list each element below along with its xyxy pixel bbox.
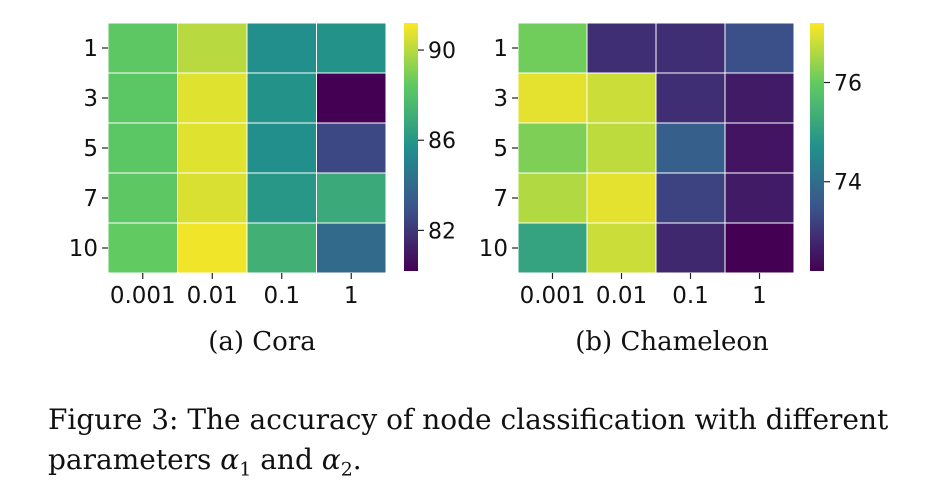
y-tick-label: 10 (69, 236, 98, 262)
heatmap-cell-r4-c2 (246, 222, 317, 274)
heatmap-cell-r2-c3 (724, 122, 795, 174)
heatmap-cell-r4-c0 (517, 222, 588, 274)
heatmap-cell-r2-c2 (246, 122, 317, 174)
y-tick-label: 10 (479, 236, 508, 262)
cora-heatmap: 1 3 5 7 10 0.001 0.01 0.1 1 82 86 90 (a) Cora (69, 22, 456, 357)
heatmap-cell-r4-c2 (655, 222, 726, 274)
x-tick-label: 0.01 (187, 283, 238, 309)
heatmap-cell-r0-c3 (316, 22, 387, 74)
heatmap-cell-r1-c1 (177, 72, 248, 124)
heatmap-cell-r2-c1 (586, 122, 657, 174)
figure-caption: Figure 3: The accuracy of node classific… (48, 400, 928, 490)
x-tick-label: 0.001 (520, 283, 586, 309)
y-tick-label: 5 (83, 136, 98, 162)
heatmap-cell-r4-c0 (107, 222, 178, 274)
heatmap-cell-r3-c0 (517, 172, 588, 224)
colorbar-tick-label: 76 (834, 72, 862, 97)
colorbar (404, 23, 418, 271)
heatmap-cell-r1-c0 (107, 72, 178, 124)
heatmap-cell-r3-c2 (655, 172, 726, 224)
x-tick-label: 1 (752, 283, 767, 309)
alpha-1-subscript: 1 (239, 458, 252, 481)
heatmap-cell-r2-c0 (517, 122, 588, 174)
heatmap-cell-r1-c2 (655, 72, 726, 124)
heatmap-cell-r4-c1 (177, 222, 248, 274)
heatmap-cell-r4-c3 (316, 222, 387, 274)
heatmap-cell-r1-c1 (586, 72, 657, 124)
heatmap-cell-r3-c2 (246, 172, 317, 224)
heatmap-cell-r0-c1 (586, 22, 657, 74)
heatmap-cell-r3-c1 (177, 172, 248, 224)
subfigure-caption: (b) Chameleon (575, 327, 769, 357)
heatmap-cell-r0-c2 (655, 22, 726, 74)
heatmap-cell-r0-c0 (517, 22, 588, 74)
caption-prefix: Figure 3: The accuracy of node classific… (48, 403, 889, 476)
heatmap-cell-r1-c3 (316, 72, 387, 124)
heatmap-cell-r0-c0 (107, 22, 178, 74)
x-tick-label: 0.1 (672, 283, 709, 309)
x-tick-label: 0.01 (596, 283, 647, 309)
heatmap-cell-r2-c1 (177, 122, 248, 174)
alpha-2-subscript: 2 (340, 458, 353, 481)
y-tick-label: 3 (493, 86, 508, 112)
heatmap-cell-r2-c3 (316, 122, 387, 174)
heatmap-cell-r4-c3 (724, 222, 795, 274)
y-tick-label: 1 (83, 36, 98, 62)
colorbar (810, 23, 824, 271)
x-tick-label: 0.001 (110, 283, 176, 309)
x-tick-label: 0.1 (263, 283, 300, 309)
heatmap-cell-r3-c0 (107, 172, 178, 224)
x-tick-label: 1 (344, 283, 359, 309)
alpha-2-symbol: α (321, 443, 341, 476)
heatmap-cell-r3-c3 (724, 172, 795, 224)
heatmap-cell-r4-c1 (586, 222, 657, 274)
caption-suffix: . (352, 443, 362, 476)
y-tick-label: 3 (83, 86, 98, 112)
y-tick-label: 1 (493, 36, 508, 62)
heatmap-cell-r1-c0 (517, 72, 588, 124)
alpha-1-symbol: α (220, 443, 240, 476)
y-tick-label: 7 (493, 186, 508, 212)
y-tick-label: 7 (83, 186, 98, 212)
colorbar-tick-label: 82 (428, 219, 456, 244)
colorbar-tick-label: 90 (428, 39, 456, 64)
heatmap-cell-r3-c3 (316, 172, 387, 224)
heatmap-cell-r3-c1 (586, 172, 657, 224)
heatmap-cell-r1-c3 (724, 72, 795, 124)
heatmap-cell-r1-c2 (246, 72, 317, 124)
heatmap-cell-r0-c2 (246, 22, 317, 74)
heatmap-cell-r0-c3 (724, 22, 795, 74)
colorbar-tick-label: 86 (428, 129, 456, 154)
y-tick-label: 5 (493, 136, 508, 162)
heatmap-cell-r2-c0 (107, 122, 178, 174)
colorbar-tick-label: 74 (834, 171, 862, 196)
chameleon-heatmap: 1 3 5 7 10 0.001 0.01 0.1 1 74 76 (b) Chameleon (479, 22, 862, 357)
caption-mid: and (251, 443, 322, 476)
heatmap-cell-r0-c1 (177, 22, 248, 74)
subfigure-caption: (a) Cora (208, 327, 316, 357)
heatmap-cell-r2-c2 (655, 122, 726, 174)
